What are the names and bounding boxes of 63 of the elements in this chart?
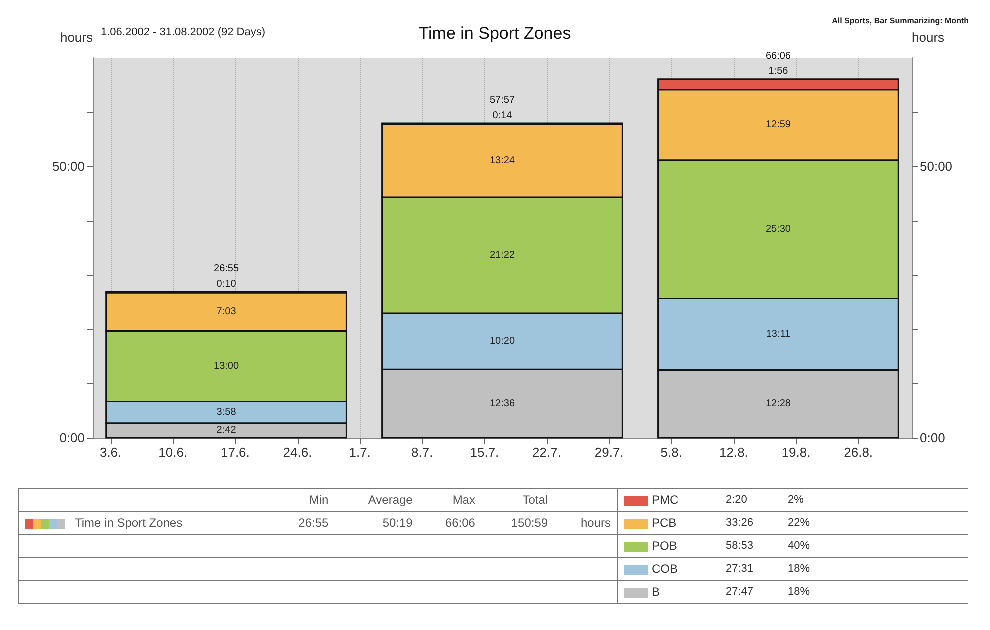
chart-title: Time in Sport Zones xyxy=(418,24,572,43)
x-tick-label: 22.7. xyxy=(532,445,562,460)
x-tick-label: 19.8. xyxy=(782,445,811,460)
text: 2:20 xyxy=(725,493,748,508)
text: 150:59 xyxy=(510,515,550,532)
total-label: 66:06 xyxy=(766,50,792,62)
y2-tick-label: 0:00 xyxy=(920,430,946,446)
text: 26:55 xyxy=(298,515,330,532)
y2-tick-label: 50:00 xyxy=(920,159,953,174)
legend-label: POB xyxy=(651,538,678,555)
data-label: 7:03 xyxy=(216,306,237,318)
x-tick-label: 26.8. xyxy=(844,445,874,460)
x-tick-label: 5.8. xyxy=(660,445,682,460)
x-tick-label: 1.7. xyxy=(349,445,371,460)
text: Min xyxy=(308,492,330,509)
x-tick-label: 8.7. xyxy=(412,445,434,460)
text: 33:26 xyxy=(725,516,755,531)
data-label: 21:22 xyxy=(490,250,516,262)
text: hours xyxy=(580,515,612,532)
data-label: 13:24 xyxy=(490,156,516,167)
text: 27:47 xyxy=(725,585,755,600)
text: 50:19 xyxy=(382,515,414,532)
data-label: 3:58 xyxy=(216,407,237,418)
legend-label: PMC xyxy=(651,492,680,509)
legend-label: B xyxy=(651,584,662,601)
x-tick-label: 3.6. xyxy=(100,445,122,460)
x-tick-label: 29.7. xyxy=(594,445,624,460)
data-label: 13:11 xyxy=(766,329,792,340)
text: 27:31 xyxy=(725,562,755,577)
x-tick-label: 17.6. xyxy=(220,445,250,460)
data-label: 12:28 xyxy=(766,398,792,410)
data-label: 0:14 xyxy=(492,110,513,122)
text: Max xyxy=(452,492,476,509)
text: 2% xyxy=(787,493,805,508)
legend-label: PCB xyxy=(651,515,678,532)
text: 18% xyxy=(787,562,812,577)
total-label: 57:57 xyxy=(490,95,516,106)
text: All Sports, Bar Summarizing: Month xyxy=(832,16,970,26)
text: Time in Sport Zones xyxy=(74,515,184,532)
x-tick-label: 24.6. xyxy=(283,445,312,460)
text: 40% xyxy=(787,539,812,554)
data-label: 13:00 xyxy=(214,361,240,372)
data-label: 25:30 xyxy=(766,224,792,236)
x-tick-label: 12.8. xyxy=(719,445,748,460)
x-tick-label: 10.6. xyxy=(158,445,188,460)
data-label: 12:36 xyxy=(490,398,516,410)
x-tick-label: 15.7. xyxy=(470,445,500,460)
text: Total xyxy=(522,492,550,509)
chart-subtitle: 1.06.2002 - 31.08.2002 (92 Days) xyxy=(101,26,266,38)
text: 66:06 xyxy=(444,515,476,532)
text: 58:53 xyxy=(725,539,755,554)
data-label: 12:59 xyxy=(766,120,792,131)
data-label: 1:56 xyxy=(768,66,789,78)
data-label: 0:10 xyxy=(216,278,237,290)
data-label: 2:42 xyxy=(216,425,237,436)
y-axis-title: hours xyxy=(60,30,94,45)
y2-axis-title: hours xyxy=(912,30,946,45)
total-label: 26:55 xyxy=(214,264,240,275)
text: Average xyxy=(367,492,414,509)
legend-label: COB xyxy=(651,561,680,578)
data-label: 10:20 xyxy=(490,336,516,348)
text: 18% xyxy=(787,585,812,600)
text: 22% xyxy=(787,516,812,531)
